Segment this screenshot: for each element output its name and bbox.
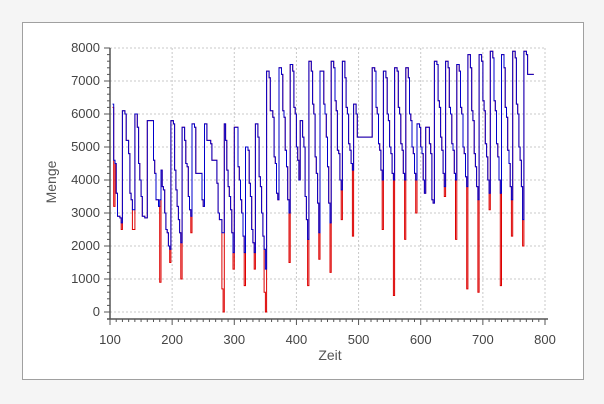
y-tick-label: 1000 bbox=[71, 271, 100, 286]
y-tick-label: 7000 bbox=[71, 73, 100, 88]
x-axis-title: Zeit bbox=[318, 347, 341, 363]
y-tick-label: 4000 bbox=[71, 172, 100, 187]
series-line bbox=[112, 50, 534, 270]
y-tick-label: 2000 bbox=[71, 238, 100, 253]
grid-lines bbox=[109, 47, 546, 313]
series-layer bbox=[112, 50, 534, 313]
x-tick-label: 800 bbox=[534, 332, 556, 347]
y-tick-label: 6000 bbox=[71, 106, 100, 121]
y-tick-label: 5000 bbox=[71, 139, 100, 154]
x-tick-label: 500 bbox=[348, 332, 370, 347]
y-tick-label: 8000 bbox=[71, 40, 100, 55]
axes bbox=[104, 47, 548, 325]
x-tick-label: 400 bbox=[286, 332, 308, 347]
x-tick-label: 700 bbox=[472, 332, 494, 347]
y-axis-title: Menge bbox=[43, 160, 59, 203]
x-tick-label: 200 bbox=[161, 332, 183, 347]
x-tick-label: 100 bbox=[99, 332, 121, 347]
x-tick-label: 600 bbox=[410, 332, 432, 347]
tick-labels: 100 200 300 400 500 600 700 8000100020003000400… bbox=[71, 40, 556, 347]
y-tick-label: 3000 bbox=[71, 205, 100, 220]
x-tick-label: 300 bbox=[223, 332, 245, 347]
y-tick-label: 0 bbox=[93, 304, 100, 319]
